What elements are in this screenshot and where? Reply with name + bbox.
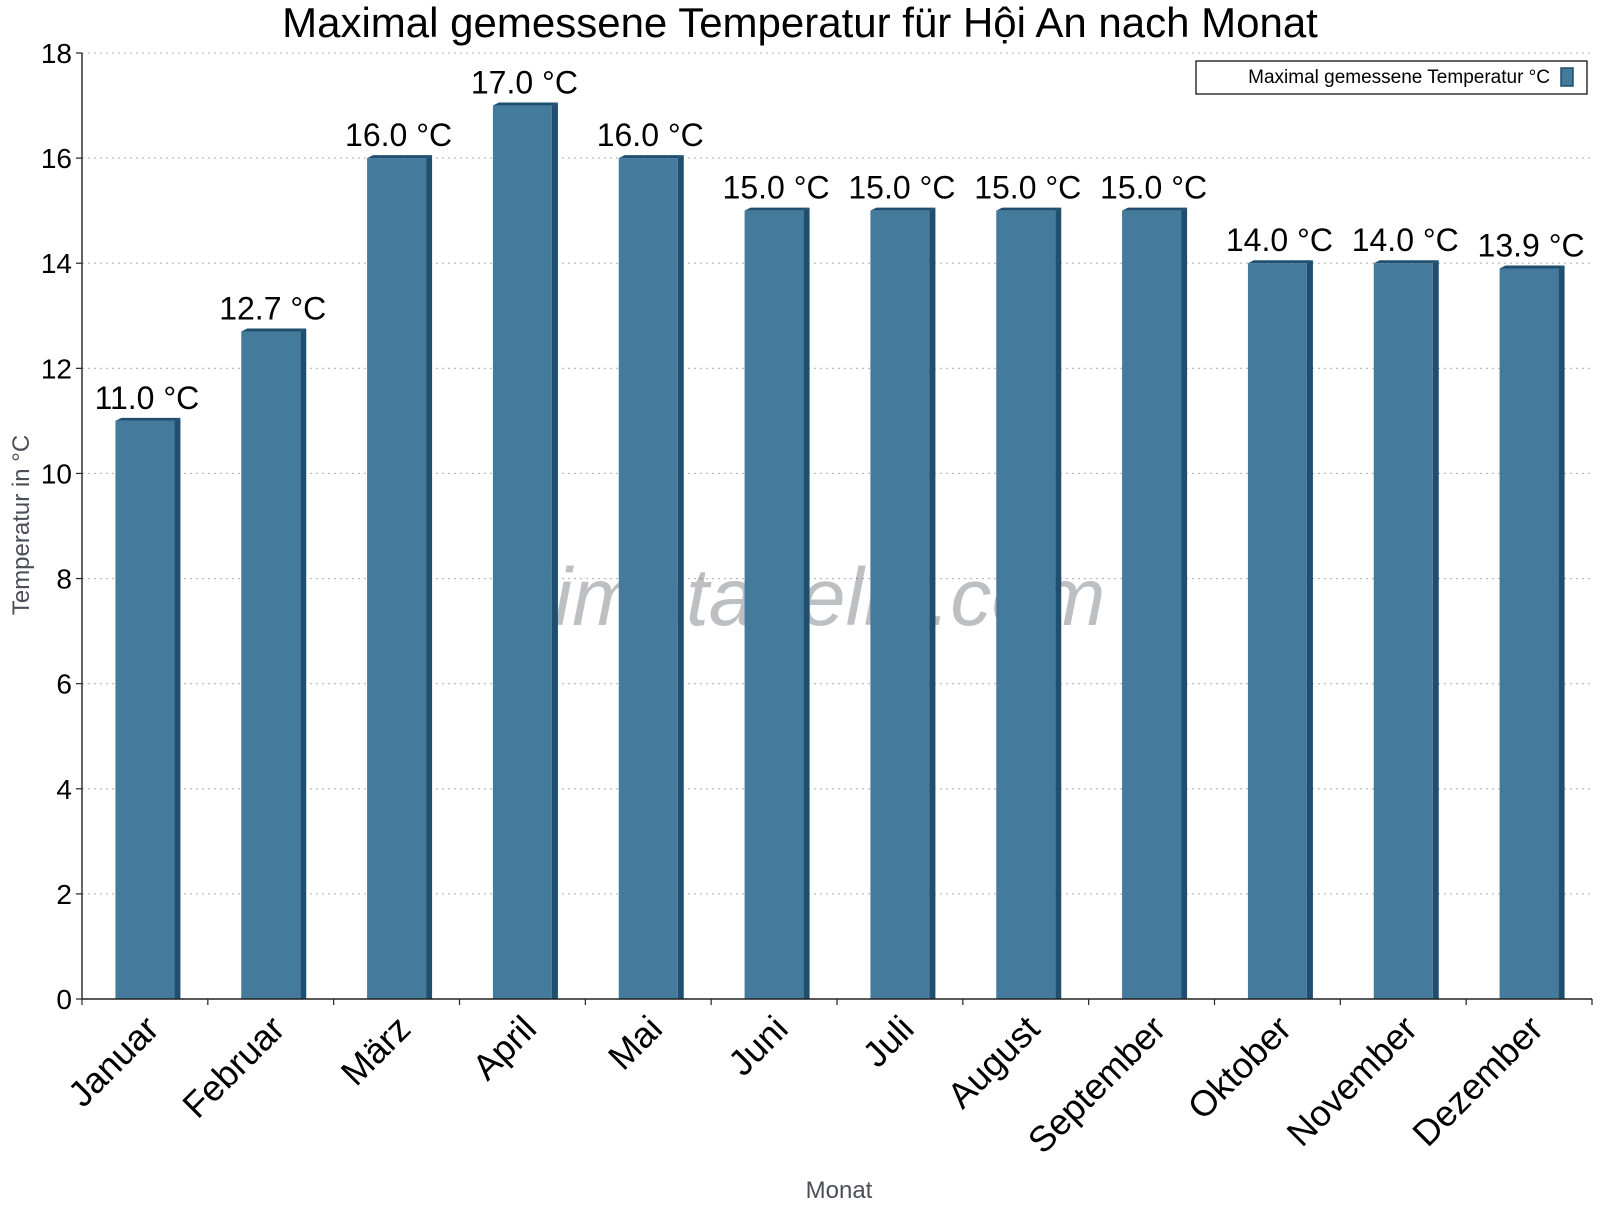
bar-side	[803, 207, 810, 999]
x-tick-label: Mai	[600, 1008, 670, 1078]
x-tick-label: August	[939, 1008, 1047, 1116]
y-tick-label: 6	[56, 669, 72, 700]
axes-group	[76, 52, 1593, 1005]
grid-lines	[82, 52, 1592, 895]
y-tick-label: 12	[41, 353, 72, 384]
y-tick-labels: 0 2 4 6 8 10 12 14 16 18	[41, 38, 72, 1015]
data-label: 11.0 °C	[95, 380, 200, 416]
data-labels-group: 11.0 °C 12.7 °C 16.0 °C 17.0 °C 16.0 °C 15.0 …	[95, 65, 1585, 416]
bar-top	[1247, 260, 1313, 264]
bar-top	[115, 417, 181, 421]
bar	[1373, 263, 1433, 999]
x-tick-label: Juli	[854, 1008, 921, 1075]
data-label: 15.0 °C	[1100, 170, 1207, 206]
y-tick-label: 4	[56, 774, 72, 805]
data-label: 14.0 °C	[1352, 222, 1459, 258]
x-tick-label: Februar	[174, 1008, 292, 1126]
legend: Maximal gemessene Temperatur °C	[1195, 60, 1588, 95]
bar-side	[929, 207, 936, 999]
bar-top	[744, 207, 810, 211]
bar	[1122, 210, 1182, 999]
bar	[996, 210, 1056, 999]
bar-side	[551, 102, 558, 1000]
bar-top	[870, 207, 936, 211]
x-tick-labels: Januar Februar März April Mai Juni Juli AugustS…	[60, 1008, 1551, 1162]
y-tick-label: 8	[56, 564, 72, 595]
bar-side	[426, 155, 433, 1000]
data-label: 16.0 °C	[597, 117, 704, 153]
bar-top	[996, 207, 1062, 211]
data-label: 15.0 °C	[848, 170, 955, 206]
y-tick-label: 2	[56, 879, 72, 910]
data-label: 12.7 °C	[219, 291, 326, 327]
bar-top	[367, 155, 433, 159]
y-axis-title: Temperatur in °C	[8, 435, 35, 615]
bar-top	[1122, 207, 1188, 211]
bar	[618, 158, 678, 1000]
bar-top	[1373, 260, 1439, 264]
bar	[367, 158, 427, 1000]
bar-side	[300, 328, 307, 999]
y-tick-label: 14	[41, 248, 72, 279]
y-tick-label: 18	[41, 38, 72, 69]
bar-side	[1558, 265, 1565, 999]
x-tick-label: Oktober	[1180, 1008, 1300, 1128]
x-tick-label: Dezember	[1404, 1008, 1550, 1154]
data-label: 15.0 °C	[974, 170, 1081, 206]
bar-side	[1306, 260, 1313, 999]
bar-side	[677, 155, 684, 1000]
data-label: 13.9 °C	[1478, 227, 1585, 263]
bar-top	[618, 155, 684, 159]
data-label: 15.0 °C	[723, 170, 830, 206]
x-axis-title: Monat	[806, 1177, 873, 1200]
chart-title: Maximal gemessene Temperatur für Hội An …	[282, 0, 1318, 46]
legend-box	[1195, 60, 1588, 95]
bar-side	[1181, 207, 1188, 999]
x-tick-label: November	[1278, 1008, 1424, 1154]
bar	[870, 210, 930, 999]
x-tick-label: April	[464, 1008, 544, 1088]
data-label: 16.0 °C	[345, 117, 452, 153]
bar-side	[1432, 260, 1439, 999]
bar-top	[241, 328, 307, 332]
bar-top	[492, 102, 558, 106]
x-tick-label: Juni	[720, 1008, 796, 1084]
bar-side	[1055, 207, 1062, 999]
legend-label: Maximal gemessene Temperatur °C	[1248, 67, 1550, 88]
y-tick-label: 16	[41, 143, 72, 174]
data-label: 14.0 °C	[1226, 222, 1333, 258]
legend-swatch	[1560, 67, 1574, 87]
x-tick-label: September	[1020, 1008, 1174, 1162]
bar-side	[174, 417, 181, 999]
bar-top	[1499, 265, 1565, 269]
bar	[1247, 263, 1307, 999]
bar	[115, 420, 175, 999]
y-tick-label: 10	[41, 458, 72, 489]
bar	[241, 331, 301, 999]
y-tick-label: 0	[56, 984, 72, 1015]
x-tick-label: März	[333, 1008, 419, 1094]
bars-group	[115, 102, 1565, 1000]
data-label: 17.0 °C	[471, 65, 578, 101]
x-tick-label: Januar	[60, 1008, 167, 1115]
bar	[492, 105, 552, 1000]
bar	[744, 210, 804, 999]
bar	[1499, 268, 1559, 999]
